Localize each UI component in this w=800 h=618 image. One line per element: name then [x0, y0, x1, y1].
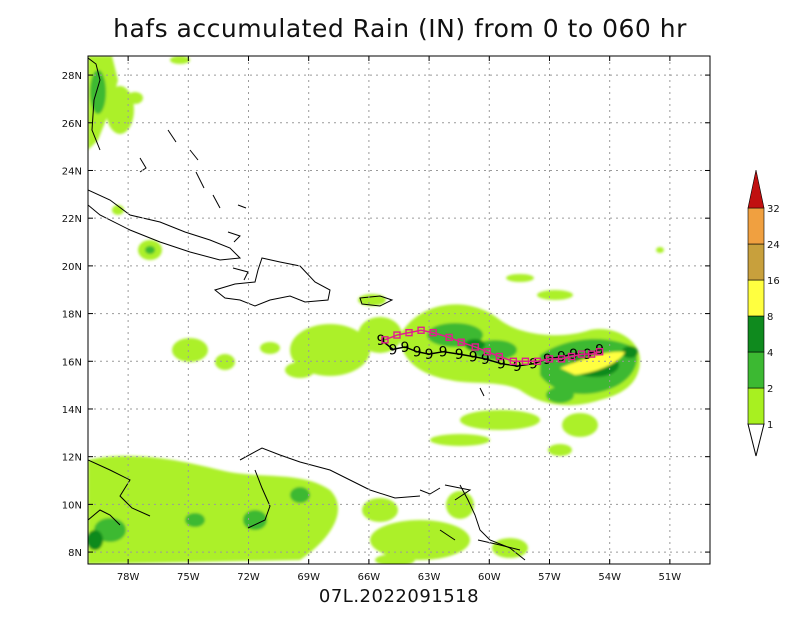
x-tick-label: 54W — [598, 572, 621, 583]
y-tick-label: 18N — [62, 310, 82, 321]
track-point-symbol: 9 — [583, 347, 592, 363]
track-point-symbol: 9 — [595, 342, 604, 358]
colorbar-label: 2 — [767, 384, 773, 395]
y-tick-label: 12N — [62, 453, 82, 464]
track-point-symbol: 9 — [389, 342, 398, 358]
longitude-axis: 78W 75W 72W 69W 66W 63W 60W 57W 54W 51W — [117, 56, 681, 583]
observed-track-point — [495, 352, 504, 361]
observed-track-point — [393, 331, 401, 339]
x-tick-label: 57W — [538, 572, 561, 583]
plot-frame — [87, 55, 711, 565]
observed-track-point — [429, 328, 437, 337]
observed-track-point — [567, 352, 576, 361]
track-point-symbol: 9 — [557, 350, 566, 366]
colorbar-label: 16 — [767, 276, 780, 287]
track-point-symbol: 9 — [569, 347, 578, 363]
observed-track-point — [471, 343, 479, 351]
observed-track-point — [533, 357, 542, 365]
y-tick-label: 14N — [62, 405, 82, 416]
y-tick-label: 20N — [62, 262, 82, 273]
forecast-track-line — [380, 339, 600, 367]
chart-title: hafs accumulated Rain (IN) from 0 to 060… — [113, 14, 687, 43]
track-point-symbol: 9 — [497, 357, 506, 373]
observed-track-point — [405, 328, 413, 337]
colorbar-label: 8 — [767, 312, 773, 323]
observed-track — [381, 326, 604, 365]
latitude-axis: 8N 10N 12N 14N 16N 18N 20N 22N 24N 26N 28N — [62, 71, 710, 559]
storm-id-label: 07L.2022091518 — [318, 586, 480, 607]
x-tick-label: 75W — [177, 572, 200, 583]
observed-track-point — [557, 355, 566, 363]
observed-track-line — [384, 329, 600, 363]
x-tick-label: 60W — [478, 572, 501, 583]
colorbar-segment — [747, 279, 765, 317]
track-point-symbol: 9 — [401, 340, 410, 356]
rainfall-field — [88, 56, 664, 564]
track-point-symbol: 9 — [469, 350, 478, 366]
x-tick-label: 51W — [659, 572, 682, 583]
observed-track-point — [417, 326, 425, 334]
x-tick-label: 78W — [117, 572, 140, 583]
track-point-symbol: 9 — [413, 345, 422, 361]
colorbar-over-triangle — [747, 169, 765, 209]
observed-track-point — [457, 338, 465, 346]
x-tick-label: 69W — [297, 572, 320, 583]
colorbar-segment — [747, 387, 765, 425]
colorbar-under-triangle — [747, 423, 765, 457]
y-tick-label: 22N — [62, 214, 82, 225]
y-tick-label: 24N — [62, 166, 82, 177]
track-point-symbol: 9 — [513, 359, 522, 375]
x-tick-label: 66W — [358, 572, 381, 583]
observed-track-point — [483, 348, 491, 356]
colorbar-segment — [747, 315, 765, 353]
track-point-symbol: 9 — [481, 352, 490, 368]
colorbar-segment — [747, 351, 765, 389]
observed-track-point — [577, 350, 586, 358]
track-point-symbol: 9 — [455, 347, 464, 363]
colorbar-label: 1 — [767, 420, 773, 431]
colorbar-label: 4 — [767, 348, 773, 359]
observed-track-point — [521, 357, 530, 365]
colorbar-label: 24 — [767, 240, 780, 251]
y-tick-label: 26N — [62, 119, 82, 130]
x-tick-label: 72W — [237, 572, 260, 583]
observed-track-point — [595, 348, 604, 356]
y-tick-label: 10N — [62, 500, 82, 511]
track-point-symbol: 9 — [529, 357, 538, 373]
colorbar-segment — [747, 243, 765, 281]
observed-track-point — [445, 333, 453, 342]
colorbar-label: 32 — [767, 204, 780, 215]
coastlines — [88, 57, 526, 561]
forecast-track: 99 9 9 9 9 9 9 9 9 9 9 9 9 9 9 9 — [376, 333, 604, 375]
colorbar-segment — [747, 207, 765, 245]
observed-track-point — [587, 350, 596, 358]
track-point-symbol: 9 — [425, 347, 434, 363]
track-point-symbol: 9 — [439, 345, 448, 361]
observed-track-point — [545, 355, 554, 363]
observed-track-point — [509, 357, 518, 365]
track-point-symbol: 9 — [376, 333, 385, 349]
y-tick-label: 8N — [68, 548, 82, 559]
graticule — [88, 56, 710, 564]
y-tick-label: 16N — [62, 357, 82, 368]
x-tick-label: 63W — [418, 572, 441, 583]
y-tick-label: 28N — [62, 71, 82, 82]
observed-track-point — [381, 336, 389, 344]
